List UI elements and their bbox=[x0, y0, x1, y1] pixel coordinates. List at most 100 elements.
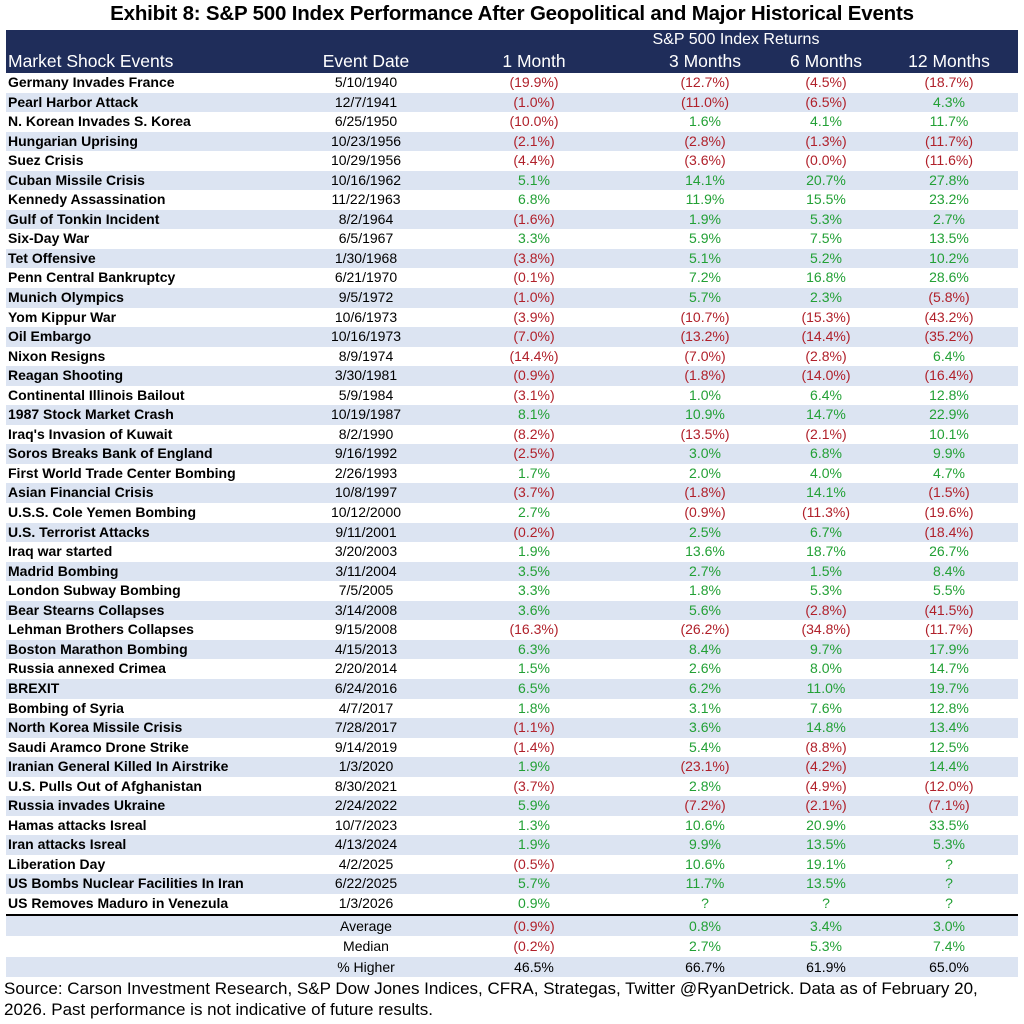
return-3-months: 1.0% bbox=[689, 386, 721, 403]
return-6-months: (4.9%) bbox=[805, 777, 847, 794]
return-1-month: (2.5%) bbox=[513, 445, 555, 462]
return-3-months: 14.1% bbox=[685, 171, 725, 188]
return-3-months: 5.7% bbox=[689, 289, 721, 306]
event-name: Hungarian Uprising bbox=[8, 132, 138, 149]
return-3-months: (7.0%) bbox=[684, 347, 726, 364]
return-6-months: 1.5% bbox=[810, 562, 842, 579]
event-name: Iranian General Killed In Airstrike bbox=[8, 758, 229, 775]
table-row: Oil Embargo 10/16/1973 (7.0%) (13.2%) (14.4%… bbox=[6, 327, 1018, 347]
event-name: Russia invades Ukraine bbox=[8, 797, 166, 814]
event-name: Pearl Harbor Attack bbox=[8, 93, 139, 110]
return-1-month: (3.7%) bbox=[513, 484, 555, 501]
event-date: 2/20/2014 bbox=[334, 660, 398, 677]
event-name: Nixon Resigns bbox=[8, 347, 106, 364]
summary-6-months: 3.4% bbox=[810, 917, 842, 934]
table-row: U.S. Terrorist Attacks 9/11/2001 (0.2%) 2.5… bbox=[6, 522, 1018, 543]
event-date: 6/21/1970 bbox=[334, 269, 398, 286]
return-1-month: 3.5% bbox=[518, 562, 550, 579]
return-3-months: 1.6% bbox=[689, 113, 721, 130]
return-1-month: (19.9%) bbox=[509, 74, 559, 90]
return-12-months: (11.7%) bbox=[925, 621, 973, 638]
event-date: 10/16/1962 bbox=[330, 171, 402, 188]
event-date: 4/2/2025 bbox=[338, 855, 394, 872]
summary-6-months: 5.3% bbox=[810, 938, 842, 955]
event-date: 12/7/1941 bbox=[334, 93, 398, 110]
event-name: Lehman Brothers Collapses bbox=[8, 621, 194, 638]
table-row: Iran attacks Isreal 4/13/2024 1.9% 9.9% 13.5… bbox=[6, 835, 1018, 855]
return-1-month: (3.9%) bbox=[513, 308, 555, 325]
source-note: Source: Carson Investment Research, S&P … bbox=[4, 979, 978, 1019]
return-6-months: 20.9% bbox=[806, 816, 846, 833]
return-1-month: (0.9%) bbox=[513, 367, 555, 384]
return-6-months: (4.5%) bbox=[805, 74, 847, 90]
return-12-months: 4.3% bbox=[933, 93, 965, 110]
return-12-months: 9.9% bbox=[933, 445, 965, 462]
return-3-months: (0.9%) bbox=[684, 504, 726, 521]
event-date: 10/7/2023 bbox=[334, 816, 398, 833]
return-12-months: 33.5% bbox=[929, 816, 969, 833]
table-body: Germany Invades France 5/10/1940 (19.9%) (1… bbox=[6, 73, 1018, 914]
event-date: 1/30/1968 bbox=[334, 249, 398, 266]
summary-label: Average bbox=[340, 917, 392, 934]
header-row: Market Shock Events Event Date 1 Month 3… bbox=[6, 49, 1018, 73]
return-3-months: 10.6% bbox=[685, 816, 725, 833]
return-12-months: (11.7%) bbox=[925, 132, 973, 149]
event-name: Madrid Bombing bbox=[8, 562, 119, 579]
summary-label: % Higher bbox=[337, 958, 395, 975]
return-6-months: 13.5% bbox=[806, 836, 846, 853]
return-6-months: (4.2%) bbox=[805, 758, 847, 775]
header-group-label: S&P 500 Index Returns bbox=[652, 31, 820, 48]
return-1-month: (1.0%) bbox=[513, 93, 555, 110]
return-6-months: 11.0% bbox=[806, 679, 846, 696]
return-3-months: 1.9% bbox=[689, 210, 721, 227]
table-row: Iraq's Invasion of Kuwait 8/2/1990 (8.2%) (… bbox=[6, 425, 1018, 445]
return-6-months: (14.4%) bbox=[801, 328, 851, 345]
event-date: 10/8/1997 bbox=[334, 484, 398, 501]
event-date: 10/23/1956 bbox=[330, 132, 402, 149]
event-name: Six-Day War bbox=[8, 230, 90, 247]
return-3-months: (1.8%) bbox=[684, 484, 726, 501]
event-date: 6/25/1950 bbox=[334, 113, 398, 130]
summary-3-months: 66.7% bbox=[685, 958, 725, 975]
event-date: 2/26/1993 bbox=[334, 464, 398, 481]
return-3-months: 6.2% bbox=[689, 679, 721, 696]
event-date: 3/14/2008 bbox=[334, 601, 398, 618]
return-3-months: (13.2%) bbox=[680, 328, 730, 345]
return-3-months: 3.1% bbox=[689, 699, 721, 716]
event-date: 6/5/1967 bbox=[338, 230, 394, 247]
table-row: First World Trade Center Bombing 2/26/199… bbox=[6, 464, 1018, 484]
event-name: Reagan Shooting bbox=[8, 367, 124, 384]
return-12-months: (12.0%) bbox=[924, 777, 974, 794]
return-12-months: 26.7% bbox=[929, 543, 969, 560]
event-name: Kennedy Assassination bbox=[8, 191, 166, 208]
table-row: Bombing of Syria 4/7/2017 1.8% 3.1% 7.6% 12.8… bbox=[6, 699, 1018, 719]
return-6-months: 5.3% bbox=[810, 582, 842, 599]
event-name: U.S.S. Cole Yemen Bombing bbox=[8, 504, 197, 521]
return-6-months: (2.1%) bbox=[805, 425, 847, 442]
summary-12-months: 3.0% bbox=[933, 917, 965, 934]
return-6-months: (11.3%) bbox=[802, 504, 850, 521]
table-row: London Subway Bombing 7/5/2005 3.3% 1.8% 5.3… bbox=[6, 581, 1018, 601]
table-row: N. Korean Invades S. Korea 6/25/1950 (10.0… bbox=[6, 112, 1018, 132]
summary-1-month: 46.5% bbox=[514, 958, 554, 975]
return-3-months: (23.1%) bbox=[680, 758, 730, 775]
return-12-months: (18.4%) bbox=[924, 523, 974, 540]
return-1-month: (3.1%) bbox=[513, 386, 555, 403]
return-1-month: 5.9% bbox=[518, 797, 550, 814]
event-name: Iraq's Invasion of Kuwait bbox=[8, 425, 173, 442]
return-6-months: (15.3%) bbox=[801, 308, 851, 325]
return-6-months: 20.7% bbox=[806, 171, 846, 188]
return-12-months: (41.5%) bbox=[924, 601, 974, 618]
event-date: 10/29/1956 bbox=[330, 152, 402, 169]
return-12-months: 11.7% bbox=[929, 113, 969, 130]
return-12-months: (7.1%) bbox=[928, 797, 970, 814]
event-name: Hamas attacks Isreal bbox=[8, 816, 147, 833]
return-1-month: (1.1%) bbox=[513, 719, 555, 736]
return-1-month: 1.9% bbox=[518, 836, 550, 853]
return-3-months: 5.9% bbox=[689, 230, 721, 247]
table-row: Iraq war started 3/20/2003 1.9% 13.6% 18.7% 2… bbox=[6, 542, 1018, 562]
return-1-month: (3.8%) bbox=[513, 249, 555, 266]
return-1-month: (1.4%) bbox=[513, 738, 555, 755]
return-6-months: 2.3% bbox=[810, 289, 842, 306]
column-header-date: Event Date bbox=[322, 51, 410, 71]
